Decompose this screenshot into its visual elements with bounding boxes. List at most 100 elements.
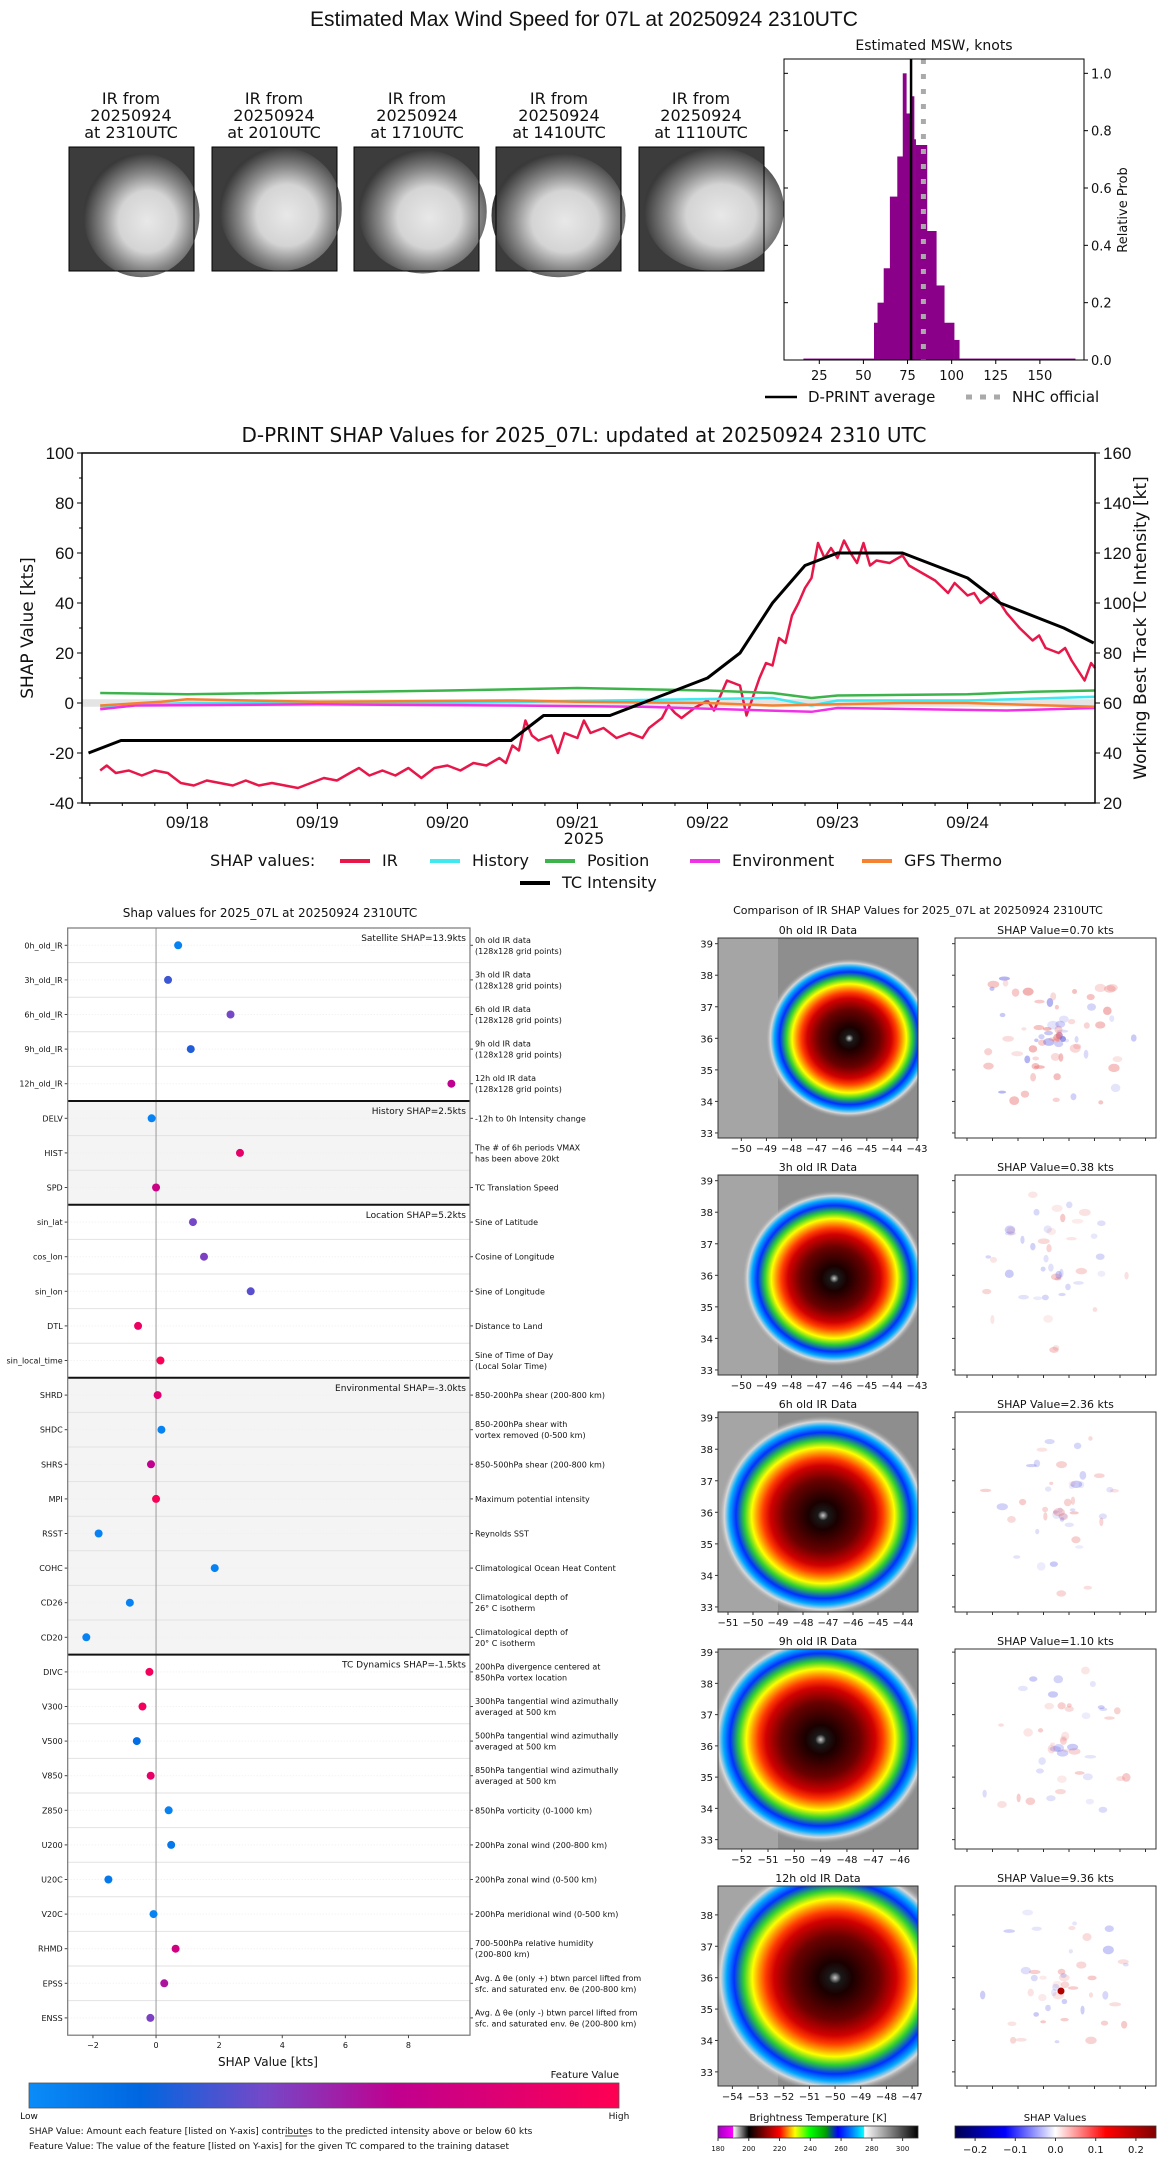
shap-contribution-spot bbox=[1007, 2021, 1017, 2027]
legend-label: Environment bbox=[732, 851, 834, 870]
main-title: Estimated Max Wind Speed for 07L at 2025… bbox=[310, 8, 858, 31]
shap-contribution-spot bbox=[1047, 1691, 1059, 1698]
shap-contribution-spot bbox=[1033, 1208, 1040, 1216]
shap-contribution-spot bbox=[1081, 1712, 1091, 1720]
lat-tick-label: 37 bbox=[700, 1942, 713, 1953]
lon-tick-label: −46 bbox=[842, 1618, 863, 1629]
timeseries-ylabel: SHAP Value [kts] bbox=[18, 557, 38, 699]
lon-tick-label: −44 bbox=[881, 1144, 902, 1155]
ir-panel-frame bbox=[717, 1648, 919, 1850]
thumb-title-line: at 2010UTC bbox=[227, 123, 321, 142]
shap-contribution-spot bbox=[1043, 1038, 1055, 1046]
histogram-bar bbox=[902, 73, 907, 360]
histogram-bar bbox=[883, 268, 891, 360]
shap-contribution-spot bbox=[1095, 1021, 1106, 1029]
feature-name-label: 0h_old_IR bbox=[24, 941, 63, 950]
feature-name-label: DELV bbox=[42, 1114, 63, 1123]
shap-contribution-spot bbox=[1075, 1267, 1088, 1275]
lon-tick-label: −54 bbox=[722, 2092, 743, 2103]
colorbar-tick-label: 0.2 bbox=[1128, 2145, 1144, 2156]
group-shap-label: History SHAP=2.5kts bbox=[372, 1107, 467, 1117]
shap-contribution-spot bbox=[1055, 1789, 1066, 1795]
shap-map-background bbox=[955, 1886, 1156, 2086]
lon-tick-label: −50 bbox=[825, 2092, 846, 2103]
y-tick-label: 80 bbox=[55, 494, 74, 513]
shap-contribution-spot bbox=[1067, 1018, 1076, 1025]
shap-contribution-spot bbox=[1050, 1742, 1055, 1746]
lat-tick-label: 37 bbox=[700, 1003, 713, 1014]
y-tick-label: 0.6 bbox=[1091, 182, 1112, 197]
lat-tick-label: 36 bbox=[700, 1508, 713, 1519]
shap-contribution-spot bbox=[1002, 979, 1009, 987]
shap-contribution-spot bbox=[1110, 1083, 1121, 1093]
histogram-bar bbox=[944, 322, 955, 360]
shap-contribution-spot bbox=[1055, 1270, 1062, 1279]
shap-contribution-spot bbox=[1068, 1925, 1076, 1931]
group-shap-label: Location SHAP=5.2kts bbox=[366, 1211, 467, 1221]
shap-contribution-spot bbox=[1046, 1227, 1057, 1235]
shap-map bbox=[955, 1649, 1156, 1849]
shap-contribution-spot bbox=[1074, 1771, 1085, 1775]
shap-contribution-spot bbox=[1031, 1926, 1042, 1931]
thumb-title-line: IR from bbox=[672, 89, 730, 108]
ir-brightness-image bbox=[718, 938, 918, 1138]
shap-dot bbox=[188, 1218, 197, 1227]
shap-contribution-spot bbox=[1054, 1040, 1064, 1047]
feature-description: (128x128 grid points) bbox=[475, 947, 562, 956]
y-tick-label: 100 bbox=[46, 444, 74, 463]
thumbnail-frame bbox=[495, 146, 622, 272]
feature-description: TC Translation Speed bbox=[474, 1184, 559, 1193]
shap-contribution-spot bbox=[1094, 983, 1106, 993]
feature-description: averaged at 500 km bbox=[475, 1708, 556, 1717]
lat-tick-label: 38 bbox=[700, 1679, 713, 1690]
shap-contribution-spot bbox=[1053, 1510, 1058, 1514]
shap-contribution-spot bbox=[1054, 1004, 1059, 1010]
comparison-title: Comparison of IR SHAP Values for 2025_07… bbox=[733, 904, 1103, 917]
shap-contribution-spot bbox=[1004, 1225, 1016, 1234]
lat-tick-label: 35 bbox=[700, 1540, 713, 1551]
lon-tick-label: −45 bbox=[856, 1144, 877, 1155]
shap-contribution-spot bbox=[1017, 1685, 1028, 1692]
shap-panel-frame bbox=[954, 1648, 1157, 1850]
x-tick-label: 100 bbox=[939, 369, 964, 384]
shap-contribution-spot bbox=[989, 986, 995, 991]
shap-contribution-spot bbox=[1068, 1481, 1076, 1487]
lon-tick-label: −45 bbox=[867, 1618, 888, 1629]
shap-contribution-spot bbox=[1061, 1731, 1070, 1741]
storm-ir-rings bbox=[718, 1415, 918, 1612]
shap-contribution-spot bbox=[1104, 1925, 1114, 1932]
shap-contribution-spot bbox=[1069, 1508, 1076, 1512]
histogram-chart: 25 50 75 100 125 150 0.0 0.2 0.4 0.6 0.8 1.0 bbox=[765, 58, 1112, 400]
lat-tick-label: 35 bbox=[700, 2005, 713, 2016]
feature-name-label: RHMD bbox=[38, 1945, 63, 1954]
lat-tick-label: 33 bbox=[700, 2068, 713, 2079]
lat-tick-label: 37 bbox=[700, 1240, 713, 1251]
lat-tick-label: 34 bbox=[700, 1804, 713, 1815]
shap-contribution-spot bbox=[1035, 1528, 1040, 1535]
shap-contribution-spot bbox=[1079, 1471, 1087, 1480]
histogram-bar bbox=[914, 139, 916, 360]
y-right-tick-label: 100 bbox=[1103, 594, 1131, 613]
feature-name-label: MPI bbox=[49, 1495, 63, 1504]
shap-contribution-spot bbox=[1106, 983, 1118, 992]
shap-contribution-spot bbox=[1073, 1043, 1082, 1050]
lon-tick-label: −50 bbox=[742, 1618, 763, 1629]
legend-nhc-label: NHC official bbox=[1012, 388, 1099, 406]
shap-contribution-spot bbox=[1033, 1065, 1045, 1069]
shap-contribution-spot bbox=[1025, 1797, 1036, 1805]
shap-contribution-spot bbox=[1054, 2040, 1060, 2044]
shap-dot bbox=[145, 1667, 154, 1676]
shap-contribution-spot bbox=[1020, 1966, 1032, 1975]
shap-contribution-spot bbox=[1038, 1034, 1045, 1040]
storm-cloud-shape bbox=[219, 147, 342, 271]
feature-description: 12h old IR data bbox=[475, 1074, 536, 1083]
shap-dot bbox=[147, 1114, 156, 1123]
shap-map-background bbox=[955, 1412, 1156, 1612]
histogram-bar bbox=[897, 156, 904, 360]
feature-name-label: 3h_old_IR bbox=[24, 976, 63, 985]
thumb-title-line: IR from bbox=[530, 89, 588, 108]
brightness-temperature-colorbar bbox=[717, 2125, 919, 2139]
colorbar-tick-label: 260 bbox=[834, 2145, 847, 2153]
feature-description: 700-500hPa relative humidity bbox=[475, 1939, 594, 1948]
lon-tick-label: −51 bbox=[757, 1855, 778, 1866]
